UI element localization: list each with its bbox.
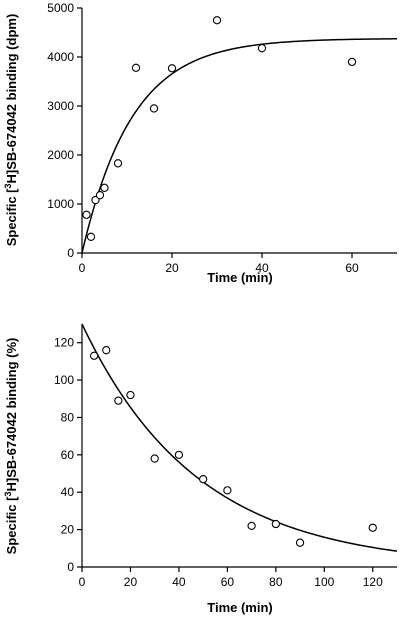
dissociation-data-point xyxy=(102,346,111,355)
dissociation-x-tick-label: 60 xyxy=(221,575,235,589)
association-x-tick-label: 40 xyxy=(255,261,269,275)
dissociation-y-tick-label: 40 xyxy=(61,485,75,499)
dissociation-data-point xyxy=(174,450,184,459)
dissociation-panel: 0 20 40 60 80 100 120 0 20 40 60 80 100 120 Time (mi… xyxy=(3,323,398,615)
dissociation-y-tick-label: 100 xyxy=(54,373,74,387)
dissociation-x-axis-label: Time (min) xyxy=(207,600,273,615)
association-y-tick-label: 3000 xyxy=(47,99,74,113)
dissociation-y-tick-label: 0 xyxy=(67,560,74,574)
association-x-tick-label: 60 xyxy=(345,261,359,275)
association-x-axis-label: Time (min) xyxy=(207,270,273,285)
dissociation-data-point xyxy=(89,351,99,360)
dissociation-data-point xyxy=(271,519,280,529)
association-data-point xyxy=(95,191,105,200)
association-fit-curve xyxy=(81,38,398,254)
association-data-point xyxy=(257,44,267,53)
dissociation-data-point xyxy=(114,396,123,405)
dissociation-y-axis-ticks: 0 20 40 60 80 100 120 xyxy=(54,336,82,574)
dissociation-data-point xyxy=(199,474,208,484)
association-data-point xyxy=(212,16,222,25)
dissociation-y-tick-label: 60 xyxy=(61,448,75,462)
dissociation-data-point xyxy=(223,486,232,495)
dissociation-fit-curve xyxy=(81,323,398,552)
dissociation-x-tick-label: 120 xyxy=(363,575,383,589)
association-y-tick-label: 1000 xyxy=(47,197,74,211)
dissociation-data-point xyxy=(368,523,377,532)
dissociation-x-tick-label: 40 xyxy=(172,575,186,589)
dissociation-x-tick-label: 20 xyxy=(124,575,138,589)
association-x-axis-ticks: 0 20 40 60 xyxy=(79,253,359,275)
association-y-tick-label: 2000 xyxy=(47,148,74,162)
dissociation-data-point xyxy=(150,454,159,463)
association-panel: 0 1000 2000 3000 4000 5000 0 20 40 60 Time (min)… xyxy=(3,1,398,285)
association-data-point xyxy=(347,57,357,67)
association-y-tick-label: 5000 xyxy=(47,1,74,15)
association-x-tick-label: 0 xyxy=(79,261,86,275)
association-data-point xyxy=(131,63,141,72)
association-data-point xyxy=(100,183,109,192)
dissociation-y-tick-label: 20 xyxy=(61,523,75,537)
association-y-tick-label: 0 xyxy=(67,246,74,260)
association-data-points xyxy=(82,16,357,241)
dissociation-data-point xyxy=(126,390,135,400)
association-y-axis-label: Specific [3H]SB-674042 binding (dpm) xyxy=(3,14,19,247)
dissociation-x-axis-ticks: 0 20 40 60 80 100 120 xyxy=(79,567,383,589)
association-data-point xyxy=(149,104,159,113)
association-data-point xyxy=(82,210,91,219)
dissociation-y-axis-label: Specific [3H]SB-674042 binding (%) xyxy=(3,338,19,555)
association-y-tick-label: 4000 xyxy=(47,50,74,64)
dissociation-x-tick-label: 0 xyxy=(79,575,86,589)
dissociation-data-point xyxy=(295,538,305,547)
dissociation-y-tick-label: 120 xyxy=(54,336,74,350)
association-data-point xyxy=(113,159,123,168)
association-data-point xyxy=(167,64,177,73)
dissociation-x-tick-label: 80 xyxy=(269,575,283,589)
dissociation-data-points xyxy=(89,346,377,547)
dissociation-data-point xyxy=(247,521,256,531)
association-x-tick-label: 20 xyxy=(165,261,179,275)
dissociation-x-tick-label: 100 xyxy=(314,575,334,589)
association-data-point xyxy=(86,232,96,241)
association-y-axis-ticks: 0 1000 2000 3000 4000 5000 xyxy=(47,1,82,260)
dissociation-y-tick-label: 80 xyxy=(61,410,75,424)
